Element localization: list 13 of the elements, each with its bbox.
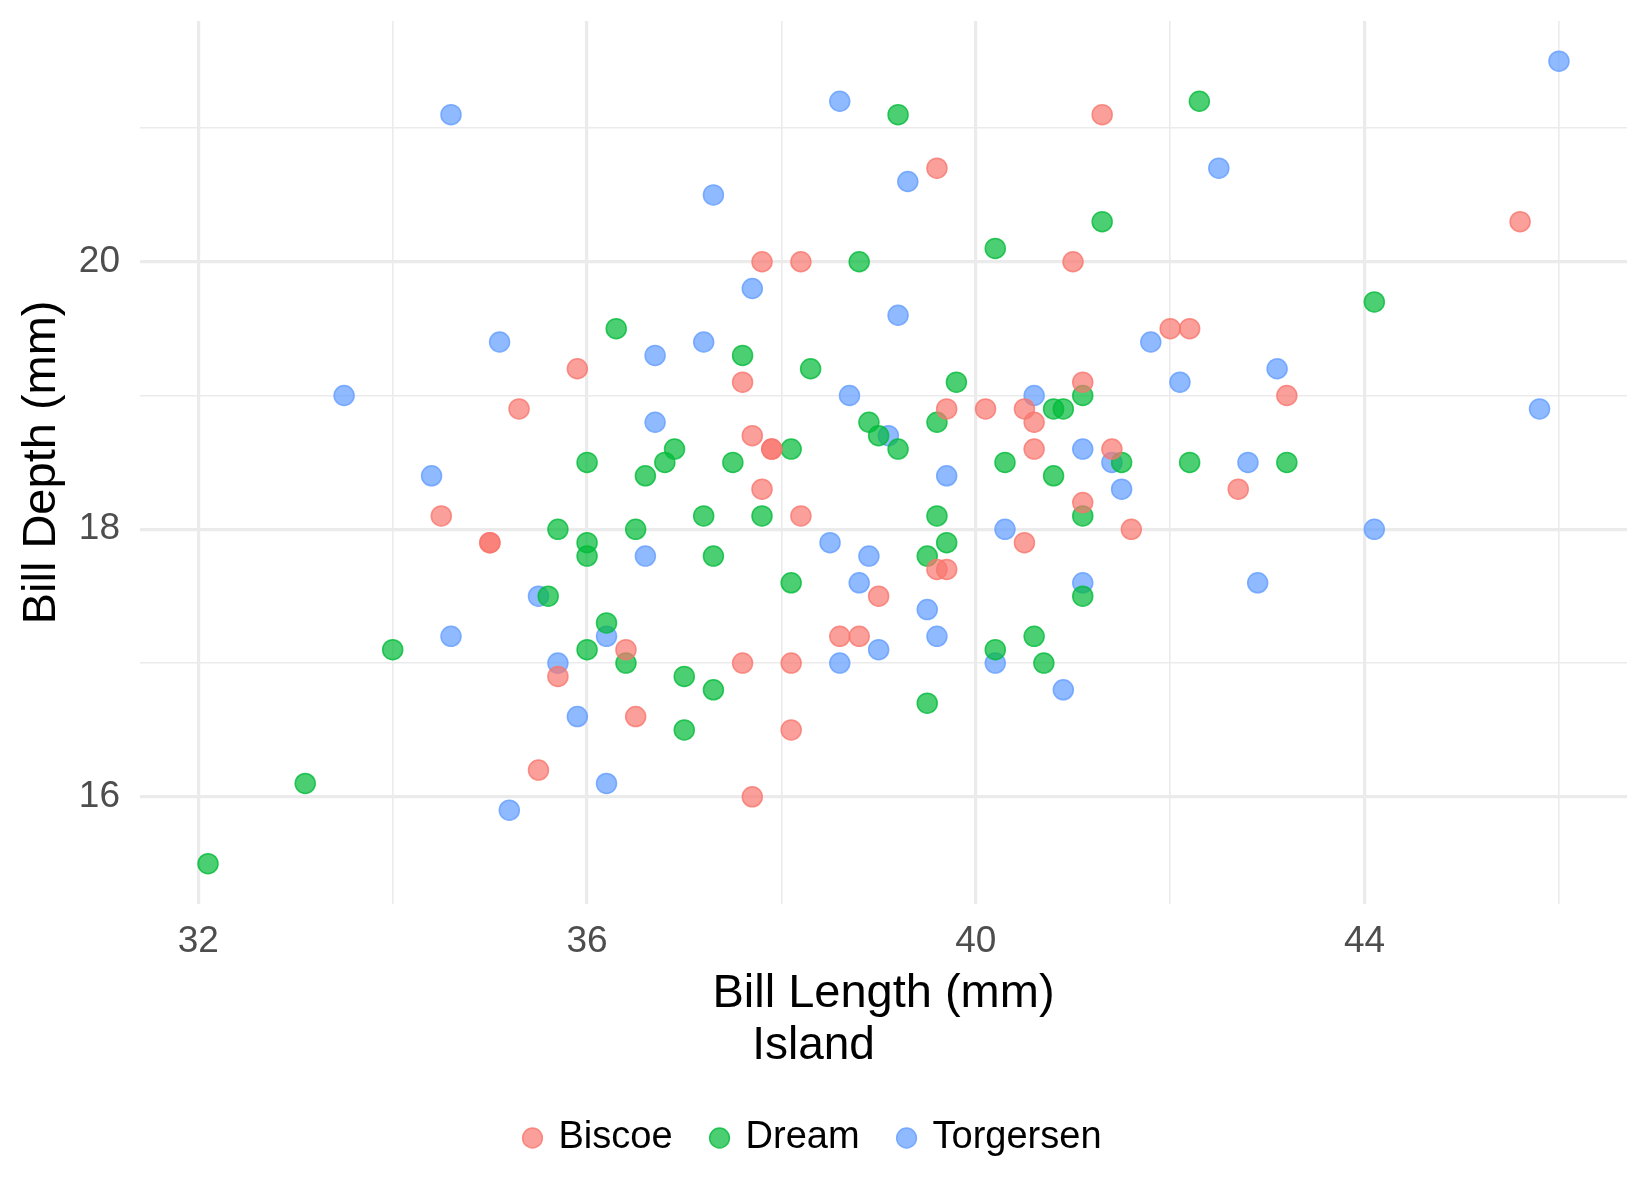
y-axis-title: Bill Depth (mm): [12, 300, 66, 625]
legend-title: Island: [752, 1017, 875, 1070]
y-tick-label: 16: [78, 774, 120, 815]
x-tick-label: 40: [955, 919, 997, 961]
x-tick-label: 44: [1344, 919, 1386, 961]
y-tick-label: 18: [78, 506, 120, 548]
legend-label: Torgersen: [932, 1114, 1102, 1157]
legend-label: Dream: [745, 1114, 860, 1157]
legend-label: Biscoe: [558, 1114, 673, 1157]
y-tick-label: 20: [78, 238, 120, 280]
x-tick-label: 36: [566, 919, 608, 961]
x-tick-label: 32: [177, 919, 219, 961]
x-axis-title: Bill Length (mm): [712, 963, 1055, 1017]
